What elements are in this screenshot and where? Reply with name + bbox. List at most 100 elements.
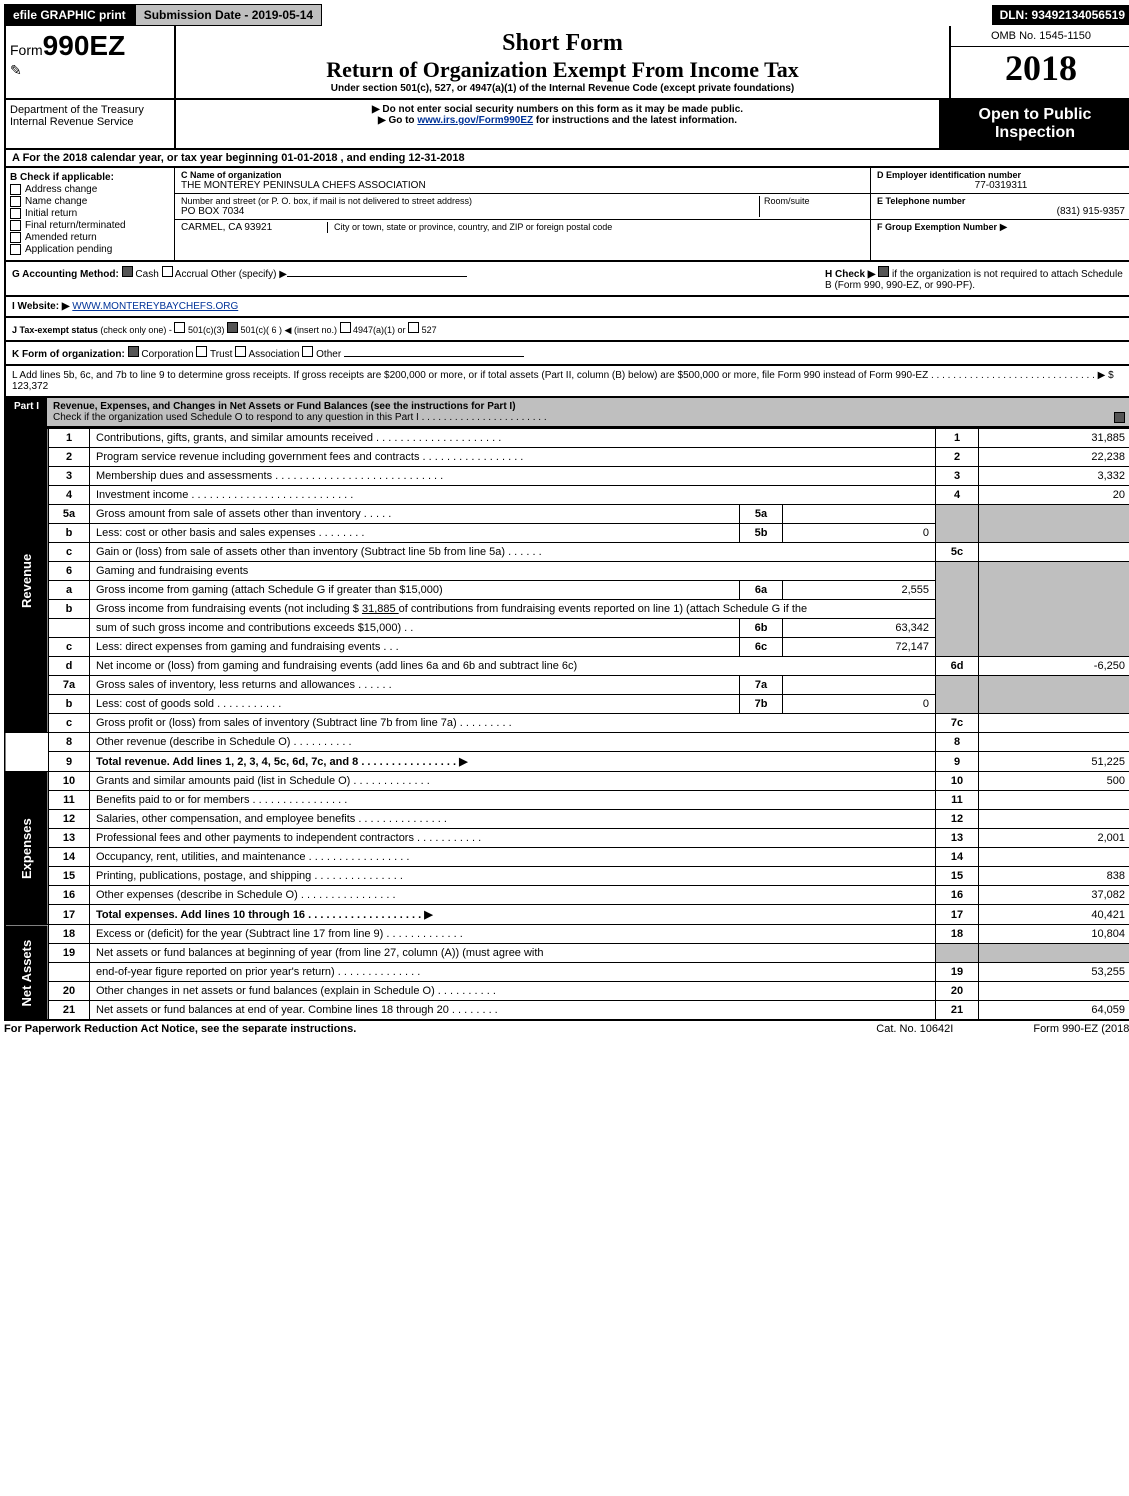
tax-year-begin: 01-01-2018 (281, 152, 337, 164)
chk-cash[interactable] (122, 266, 133, 277)
irs-link[interactable]: www.irs.gov/Form990EZ (417, 115, 533, 126)
efile-print-label[interactable]: efile GRAPHIC print (4, 4, 135, 26)
line6c-value: 72,147 (783, 638, 936, 657)
notes-cell: ▶ Do not enter social security numbers o… (176, 100, 939, 148)
line4-value: 20 (979, 486, 1129, 505)
note-ssn: ▶ Do not enter social security numbers o… (180, 104, 935, 115)
line5c-value (979, 543, 1129, 562)
chk-4947[interactable] (340, 322, 351, 333)
line-a: A For the 2018 calendar year, or tax yea… (4, 150, 1129, 168)
dept-line1: Department of the Treasury (10, 104, 170, 116)
sect-l: L Add lines 5b, 6c, and 7b to line 9 to … (4, 366, 1129, 398)
line6b-desc: Gross income from fundraising events (no… (90, 600, 936, 619)
chk-name-change[interactable]: Name change (10, 196, 170, 207)
omb-number: OMB No. 1545-1150 (951, 26, 1129, 47)
tax-year-end: 12-31-2018 (408, 152, 464, 164)
part1-header: Part I Revenue, Expenses, and Changes in… (4, 398, 1129, 428)
sidetab-expenses: Expenses (5, 772, 49, 925)
chk-trust[interactable] (196, 346, 207, 357)
line6d-value: -6,250 (979, 657, 1129, 676)
submission-date: Submission Date - 2019-05-14 (135, 4, 322, 26)
line2-value: 22,238 (979, 448, 1129, 467)
form-header-2: Department of the Treasury Internal Reve… (4, 100, 1129, 150)
line6b-amount: 31,885 (362, 603, 399, 615)
box-b: B Check if applicable: Address change Na… (6, 168, 175, 260)
chk-corporation[interactable] (128, 346, 139, 357)
chk-accrual[interactable] (162, 266, 173, 277)
sect-g-h: G Accounting Method: Cash Accrual Other … (4, 262, 1129, 297)
short-form-label: Short Form (184, 30, 941, 57)
footer: For Paperwork Reduction Act Notice, see … (4, 1021, 1129, 1035)
sect-k: K Form of organization: Corporation Trus… (4, 342, 1129, 366)
other-org-line[interactable] (344, 356, 524, 357)
boxes-bcd: B Check if applicable: Address change Na… (4, 168, 1129, 262)
line5a-value (783, 505, 936, 524)
year-cell: OMB No. 1545-1150 2018 (949, 26, 1129, 98)
line18-value: 10,804 (979, 925, 1129, 944)
line5b-value: 0 (783, 524, 936, 543)
note-url: ▶ Go to www.irs.gov/Form990EZ for instru… (180, 115, 935, 126)
form-subtitle: Under section 501(c), 527, or 4947(a)(1)… (184, 83, 941, 94)
line1-value: 31,885 (979, 429, 1129, 448)
line20-value (979, 982, 1129, 1001)
line6a-value: 2,555 (783, 581, 936, 600)
chk-schedule-o[interactable] (1114, 412, 1125, 423)
line12-value (979, 810, 1129, 829)
line14-value (979, 848, 1129, 867)
other-specify-line[interactable] (287, 276, 467, 277)
line17-value: 40,421 (979, 905, 1129, 925)
open-public-badge: Open to Public Inspection (939, 100, 1129, 148)
footer-formno: Form 990-EZ (2018) (1033, 1023, 1129, 1035)
chk-501c[interactable] (227, 322, 238, 333)
line16-value: 37,082 (979, 886, 1129, 905)
tax-year: 2018 (951, 47, 1129, 89)
form-title: Return of Organization Exempt From Incom… (184, 57, 941, 83)
line6b-value: 63,342 (783, 619, 936, 638)
sect-j: J Tax-exempt status (check only one) - 5… (4, 318, 1129, 342)
line10-value: 500 (979, 772, 1129, 791)
chk-amended-return[interactable]: Amended return (10, 232, 170, 243)
line7c-value (979, 714, 1129, 733)
line7a-value (783, 676, 936, 695)
org-address: PO BOX 7034 (181, 206, 759, 217)
form-header: Form990EZ ✎ Short Form Return of Organiz… (4, 26, 1129, 100)
line11-value (979, 791, 1129, 810)
address-row: Number and street (or P. O. box, if mail… (175, 194, 870, 220)
chk-schedule-b[interactable] (878, 266, 889, 277)
line19-value: 53,255 (979, 963, 1129, 982)
chk-initial-return[interactable]: Initial return (10, 208, 170, 219)
lines-table: Revenue 1 Contributions, gifts, grants, … (4, 428, 1129, 1021)
form-number: 990EZ (43, 30, 126, 61)
line7b-value: 0 (783, 695, 936, 714)
ein: 77-0319311 (877, 180, 1125, 191)
box-c: C Name of organization THE MONTEREY PENI… (175, 168, 870, 260)
arrow-icon: ▶ (1000, 222, 1008, 233)
line9-value: 51,225 (979, 752, 1129, 772)
footer-catno: Cat. No. 10642I (876, 1023, 953, 1035)
chk-other-org[interactable] (302, 346, 313, 357)
part1-title: Revenue, Expenses, and Changes in Net As… (47, 398, 1129, 426)
chk-527[interactable] (408, 322, 419, 333)
room-suite-label: Room/suite (764, 196, 864, 206)
box-d: D Employer identification number 77-0319… (870, 168, 1129, 260)
box-b-title: B Check if applicable: (10, 172, 170, 183)
chk-application-pending[interactable]: Application pending (10, 244, 170, 255)
part1-label: Part I (6, 398, 47, 426)
form-prefix: Form (10, 42, 43, 58)
line8-value (979, 733, 1129, 752)
city-row: CARMEL, CA 93921 City or town, state or … (175, 220, 870, 235)
chk-address-change[interactable]: Address change (10, 184, 170, 195)
line15-value: 838 (979, 867, 1129, 886)
chk-final-return[interactable]: Final return/terminated (10, 220, 170, 231)
top-bar: efile GRAPHIC print Submission Date - 20… (4, 4, 1129, 26)
line3-value: 3,332 (979, 467, 1129, 486)
sidetab-netassets: Net Assets (5, 925, 49, 1021)
sect-i: I Website: ▶ WWW.MONTEREYBAYCHEFS.ORG (4, 297, 1129, 318)
line21-value: 64,059 (979, 1001, 1129, 1021)
form-title-cell: Short Form Return of Organization Exempt… (176, 26, 949, 98)
footer-notice: For Paperwork Reduction Act Notice, see … (4, 1023, 356, 1035)
chk-501c3[interactable] (174, 322, 185, 333)
chk-association[interactable] (235, 346, 246, 357)
website-link[interactable]: WWW.MONTEREYBAYCHEFS.ORG (72, 301, 238, 312)
org-city: CARMEL, CA 93921 (181, 222, 328, 233)
